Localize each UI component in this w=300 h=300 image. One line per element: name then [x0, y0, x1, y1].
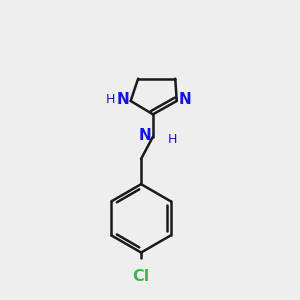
Text: N: N	[139, 128, 152, 143]
Text: H: H	[168, 133, 177, 146]
Text: Cl: Cl	[133, 269, 150, 284]
Text: N: N	[116, 92, 129, 107]
Text: H: H	[106, 93, 115, 106]
Text: N: N	[178, 92, 191, 107]
